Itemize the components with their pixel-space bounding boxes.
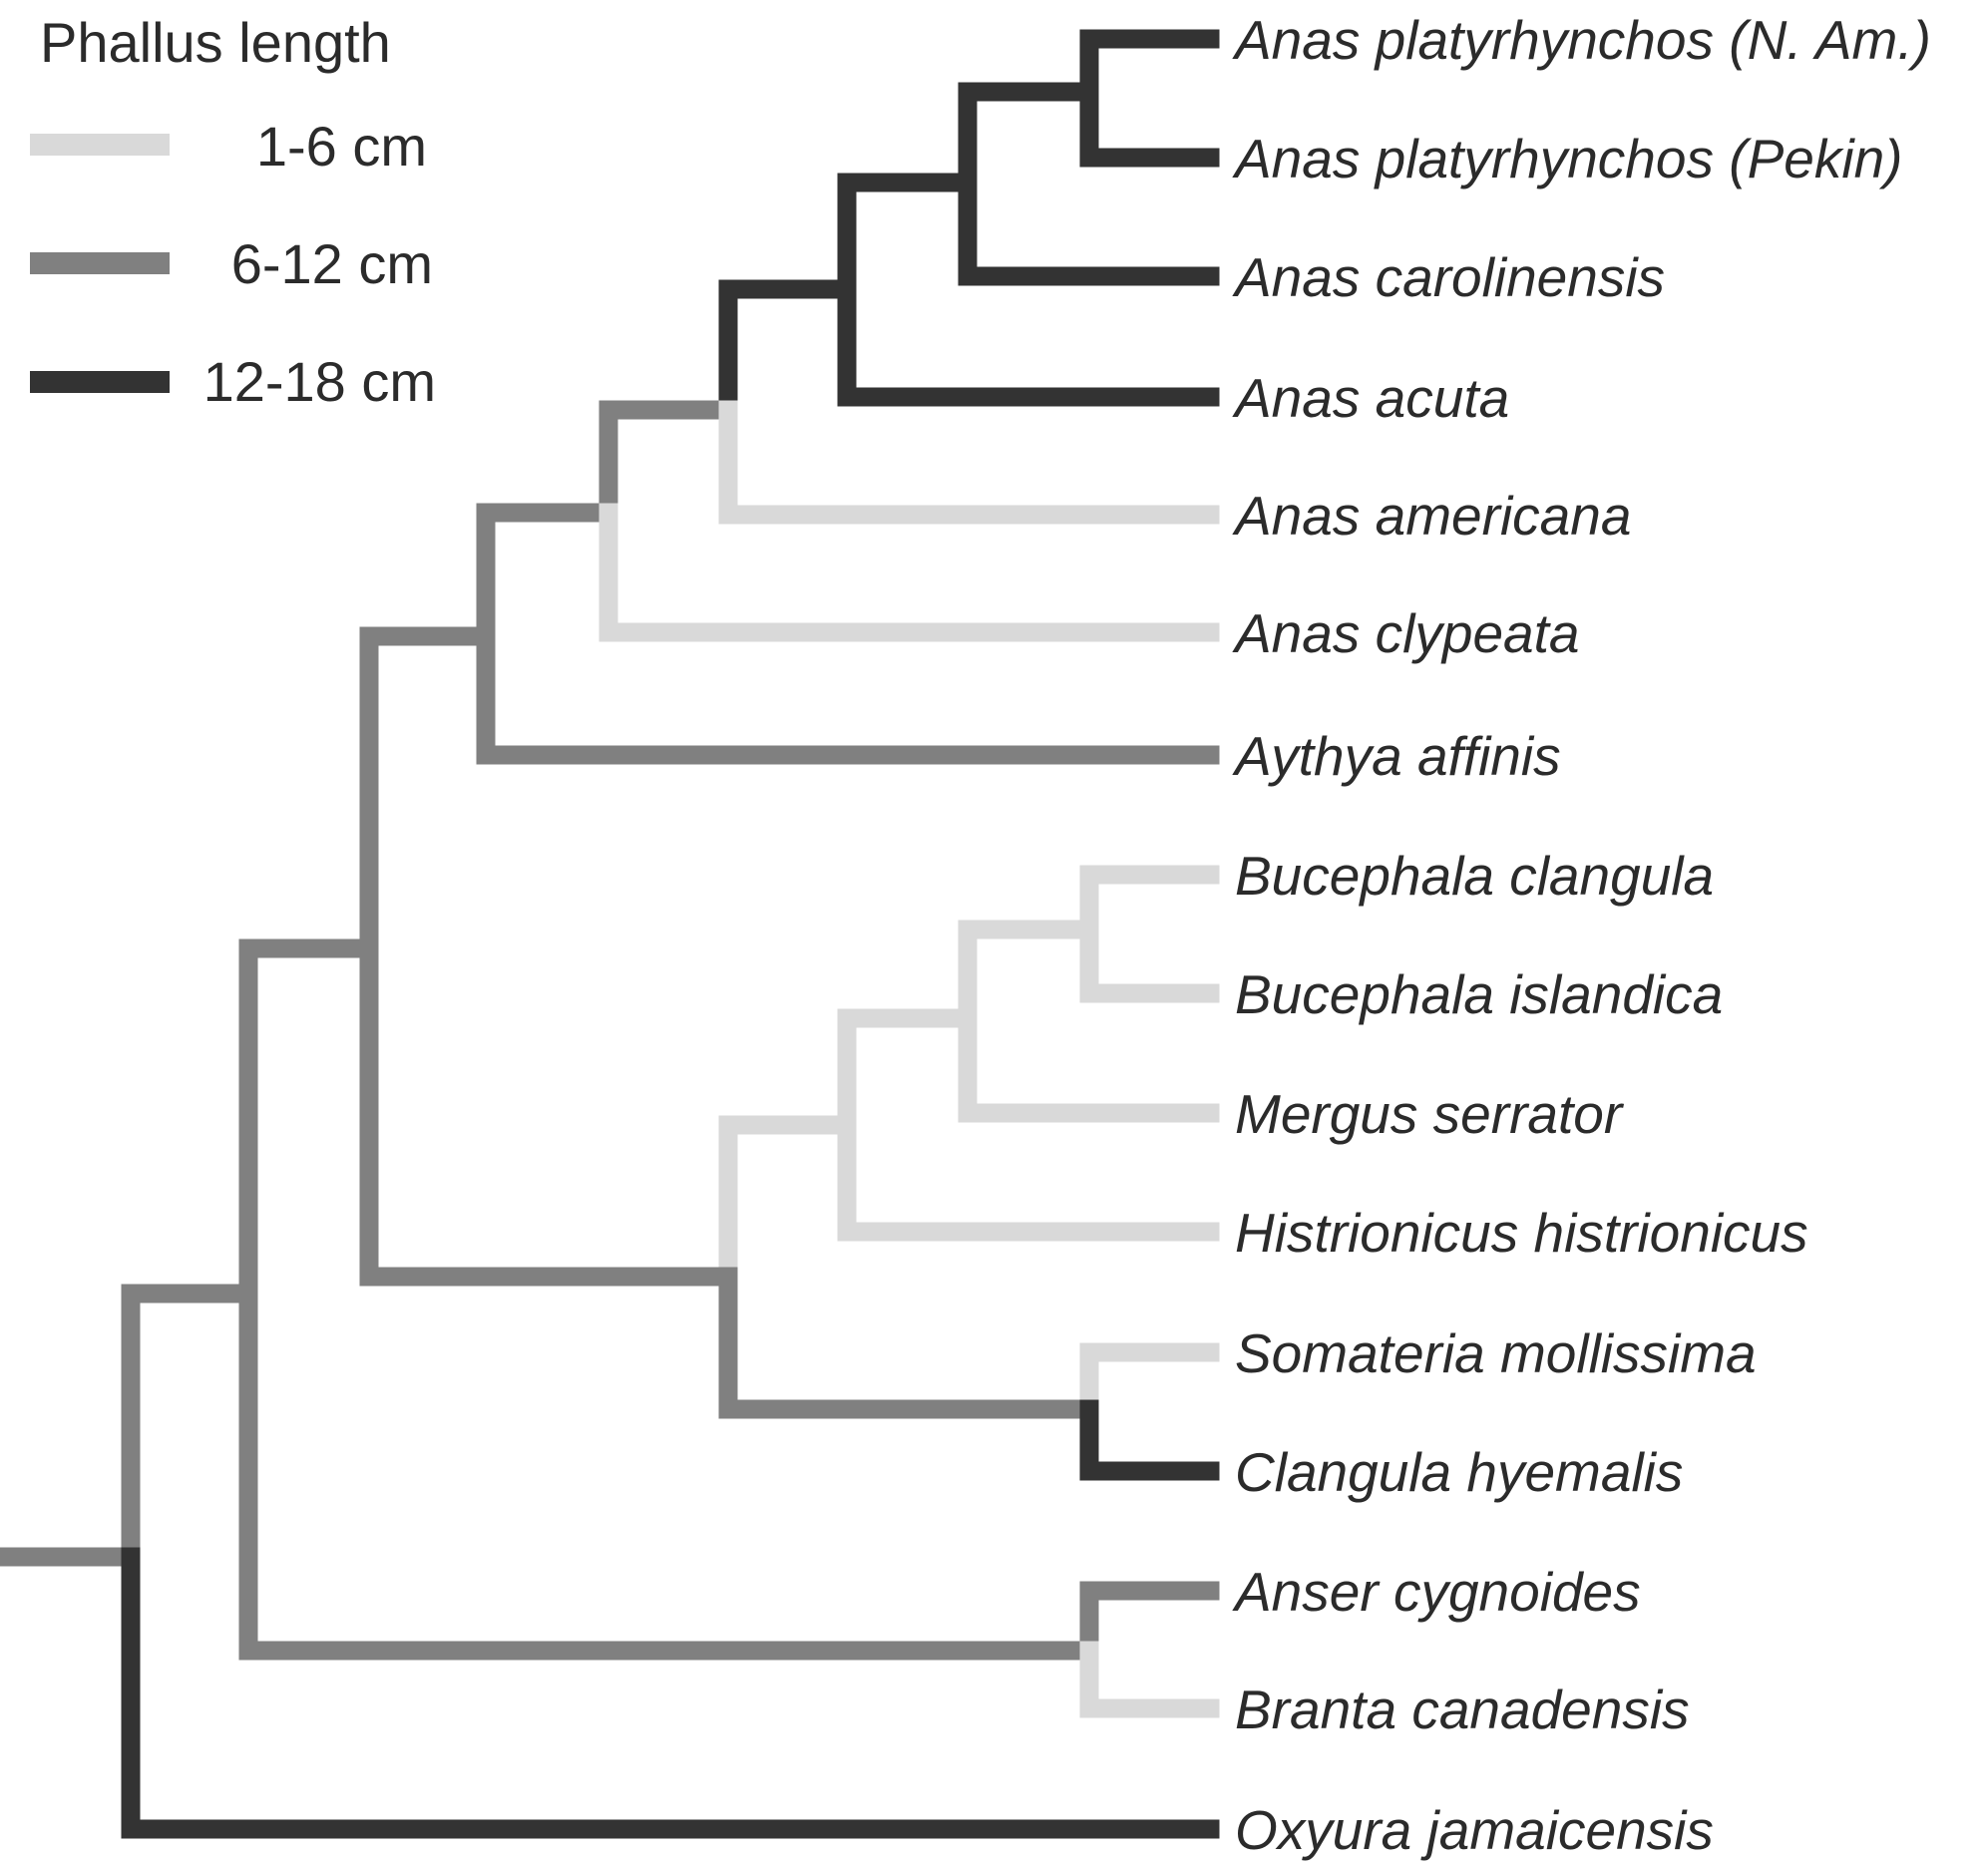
branch-bucephala-clangula <box>1079 865 1220 939</box>
branch-anas-clypeata <box>598 503 1220 642</box>
branch-to-anas-mallard-group <box>837 173 978 299</box>
taxon-label: Anas platyrhynchos (N. Am.) <box>1232 9 1931 71</box>
branch-histrionicus-histrionicus <box>837 1115 1220 1242</box>
branch-to-goldeneye-group <box>718 1115 857 1287</box>
branch-somateria-mollissima <box>1079 1342 1220 1419</box>
branch-mergus-serrator <box>958 1008 1220 1123</box>
branch-clangula-hyemalis <box>1079 1399 1220 1481</box>
branch-to-bucephala <box>958 920 1099 1028</box>
branch-to-anas-clade <box>476 503 618 646</box>
branch-branta-canadensis <box>1079 1641 1220 1718</box>
taxon-label: Anser cygnoides <box>1232 1561 1641 1623</box>
taxon-label: Branta canadensis <box>1235 1679 1690 1740</box>
branch-anser-cygnoides <box>1079 1581 1220 1661</box>
taxon-label: Anas clypeata <box>1232 602 1580 664</box>
branch-anas-platyrhynchos-na <box>1079 29 1220 102</box>
taxon-label: Anas acuta <box>1232 367 1509 429</box>
taxon-label: Oxyura jamaicensis <box>1235 1799 1714 1861</box>
branch-to-goldeneye-merganser <box>837 1008 978 1135</box>
branch-to-mallards <box>958 82 1099 192</box>
taxon-label: Bucephala islandica <box>1235 963 1723 1025</box>
branch-to-dabbling-clade <box>359 626 496 958</box>
branch-anas-americana <box>718 400 1220 525</box>
taxon-label: Anas carolinensis <box>1232 246 1665 308</box>
branch-anas-acuta <box>837 279 1220 407</box>
taxon-label: Anas platyrhynchos (Pekin) <box>1232 128 1902 189</box>
branch-oxyura-jamaicensis <box>121 1547 1220 1839</box>
branch-to-eider-group <box>718 1267 1099 1419</box>
taxon-label: Somateria mollissima <box>1235 1322 1757 1384</box>
branch-to-anas-long <box>718 279 857 420</box>
branch-to-geese <box>238 1284 1099 1661</box>
legend-label-long: 12-18 cm <box>203 350 436 413</box>
tree-branches <box>0 29 1220 1839</box>
branch-to-seaduck-clade <box>359 938 738 1287</box>
taxon-label: Histrionicus histrionicus <box>1235 1202 1808 1264</box>
taxon-labels: Anas platyrhynchos (N. Am.) Anas platyrh… <box>1232 9 1931 1861</box>
legend-title: Phallus length <box>40 11 391 74</box>
taxon-label: Mergus serrator <box>1235 1083 1625 1145</box>
legend-label-medium: 6-12 cm <box>231 232 433 295</box>
branch-anas-platyrhynchos-pekin <box>1079 82 1220 168</box>
branch-aythya-affinis <box>476 626 1220 765</box>
taxon-label: Clangula hyemalis <box>1235 1441 1683 1503</box>
taxon-label: Bucephala clangula <box>1235 845 1714 907</box>
legend: Phallus length 1-6 cm 6-12 cm 12-18 cm <box>30 11 436 413</box>
legend-label-short: 1-6 cm <box>256 115 427 178</box>
branch-to-ducks <box>238 938 379 1304</box>
branch-to-anas-core <box>598 400 738 523</box>
taxon-label: Anas americana <box>1232 485 1631 547</box>
branch-to-ingroup <box>121 1284 258 1567</box>
branch-anas-carolinensis <box>958 173 1220 286</box>
taxon-label: Aythya affinis <box>1232 725 1561 787</box>
branch-bucephala-islandica <box>1079 920 1220 1003</box>
